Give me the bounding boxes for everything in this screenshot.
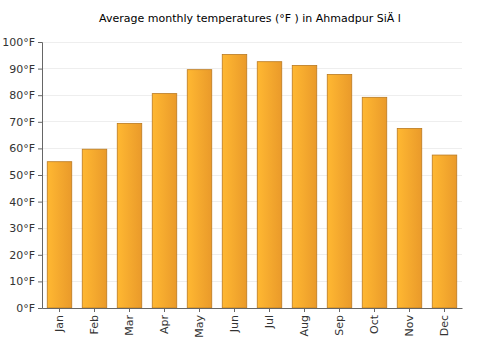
tick-mark: [38, 148, 42, 149]
tick-mark: [339, 308, 340, 312]
tick: Jun: [228, 308, 241, 333]
grid: [42, 42, 462, 308]
tick-mark: [38, 308, 42, 309]
bar: [117, 123, 142, 308]
tick: Apr: [158, 308, 171, 334]
tick-label: Oct: [368, 314, 381, 334]
tick-mark: [444, 308, 445, 312]
bar: [222, 55, 247, 308]
tick-label: Mar: [123, 315, 136, 336]
tick-mark: [38, 175, 42, 176]
tick-label: Jun: [228, 315, 241, 333]
tick: 0°F: [16, 302, 42, 315]
tick-mark: [374, 308, 375, 312]
tick-mark: [38, 95, 42, 96]
tick: May: [193, 308, 206, 338]
tick-label: 70°F: [9, 116, 35, 129]
tick-label: Feb: [88, 315, 101, 334]
tick: Jan: [53, 308, 66, 333]
tick: Feb: [88, 308, 101, 334]
tick-label: 10°F: [9, 275, 35, 288]
bar: [82, 149, 107, 308]
tick-mark: [94, 308, 95, 312]
tick-mark: [38, 228, 42, 229]
tick-label: Sep: [333, 315, 346, 336]
title: Average monthly temperatures (°F ) in Ah…: [99, 12, 401, 25]
axis-line: [43, 308, 463, 309]
tick-label: 90°F: [9, 63, 35, 76]
bars: [47, 55, 457, 308]
x-axis: Jan Feb Mar Apr May Jun Jul Aug Sep Oct Nov Dec: [43, 308, 463, 338]
y-axis: 0°F 10°F 20°F 30°F 40°F 50°F 60°F 70°F 80°F 90°F 1…: [2, 36, 42, 315]
tick: 70°F: [9, 116, 42, 129]
grid-line: [42, 95, 462, 96]
tick: Jul: [263, 308, 276, 329]
tick: 50°F: [9, 169, 42, 182]
tick: 10°F: [9, 275, 42, 288]
tick-label: Dec: [438, 315, 451, 336]
grid-line: [42, 68, 462, 69]
tick-label: Jul: [263, 315, 276, 329]
tick-mark: [234, 308, 235, 312]
tick-label: 0°F: [16, 302, 35, 315]
tick-mark: [38, 42, 42, 43]
grid-line: [42, 121, 462, 122]
tick: Sep: [333, 308, 346, 336]
tick: 40°F: [9, 196, 42, 209]
tick: Dec: [438, 308, 451, 336]
tick-label: 80°F: [9, 89, 35, 102]
axis-line: [38, 43, 43, 309]
tick-label: 20°F: [9, 249, 35, 262]
tick: Aug: [298, 308, 311, 336]
tick: 20°F: [9, 249, 42, 262]
tick-label: Aug: [298, 315, 311, 336]
tick-mark: [269, 308, 270, 312]
tick-mark: [199, 308, 200, 312]
bar: [362, 97, 387, 308]
bar: [432, 155, 457, 308]
bar: [47, 162, 72, 308]
tick: 80°F: [9, 89, 42, 102]
tick-mark: [38, 255, 42, 256]
bar: [397, 128, 422, 308]
tick-mark: [38, 202, 42, 203]
tick-mark: [409, 308, 410, 312]
plot: 0°F 10°F 20°F 30°F 40°F 50°F 60°F 70°F 80°F 90°F 1…: [2, 36, 462, 338]
tick: 100°F: [2, 36, 42, 49]
tick-mark: [164, 308, 165, 312]
tick-mark: [304, 308, 305, 312]
bar: [257, 62, 282, 308]
tick: Oct: [368, 308, 381, 334]
tick-label: 50°F: [9, 169, 35, 182]
bar: [327, 74, 352, 308]
tick: Mar: [123, 308, 136, 336]
bar: [187, 70, 212, 308]
tick-label: Nov: [403, 315, 416, 337]
tick: 60°F: [9, 142, 42, 155]
tick-mark: [59, 308, 60, 312]
tick-label: Apr: [158, 315, 171, 335]
tick-label: May: [193, 315, 206, 338]
tick-mark: [38, 122, 42, 123]
chart: 0°F 10°F 20°F 30°F 40°F 50°F 60°F 70°F 80°F 90°F 1…: [0, 0, 500, 350]
tick-label: 100°F: [2, 36, 35, 49]
tick-mark: [129, 308, 130, 312]
bar: [292, 65, 317, 308]
tick-label: 40°F: [9, 196, 35, 209]
grid-line: [42, 42, 462, 43]
tick: 90°F: [9, 63, 42, 76]
tick-label: Jan: [53, 315, 66, 333]
tick-label: 30°F: [9, 222, 35, 235]
bar: [152, 94, 177, 308]
tick-label: 60°F: [9, 142, 35, 155]
tick-mark: [38, 281, 42, 282]
tick: 30°F: [9, 222, 42, 235]
tick-mark: [38, 69, 42, 70]
tick: Nov: [403, 308, 416, 336]
